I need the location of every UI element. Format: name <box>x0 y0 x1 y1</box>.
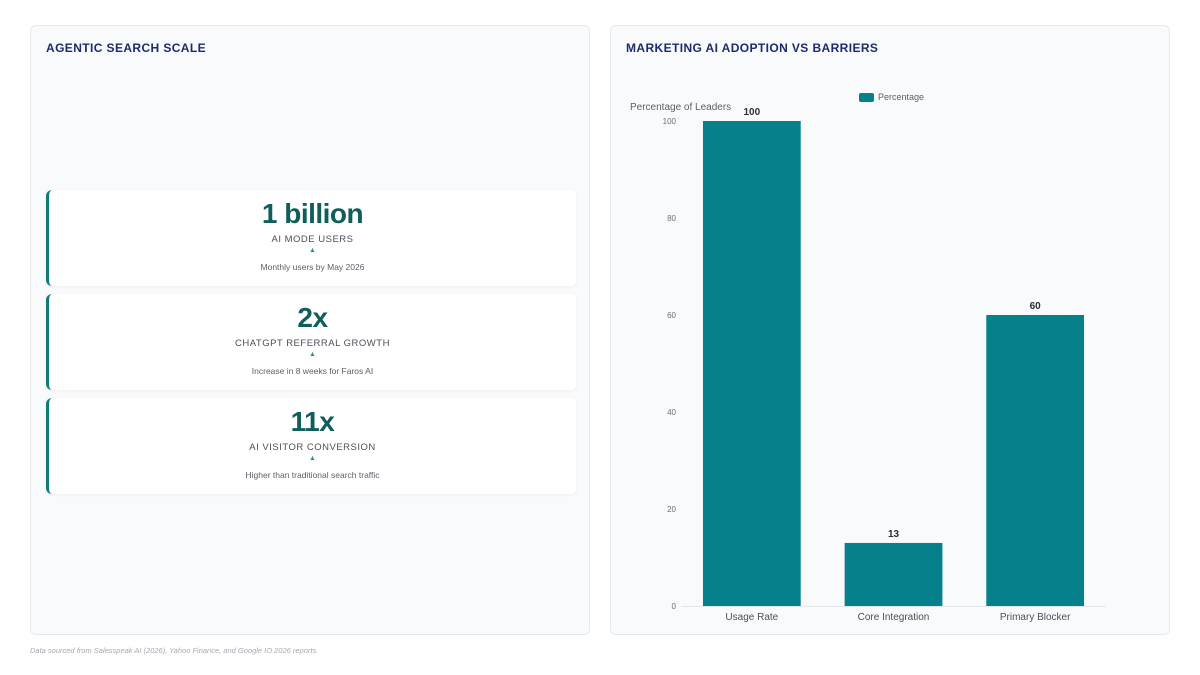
metric-card-chatgpt-referral: 2x CHATGPT REFERRAL GROWTH ▲ Increase in… <box>46 294 576 390</box>
metric-label: CHATGPT REFERRAL GROWTH <box>235 338 390 349</box>
metric-subtext: Increase in 8 weeks for Faros AI <box>251 366 374 376</box>
legend-swatch <box>859 93 874 102</box>
metric-subtext: Higher than traditional search traffic <box>245 470 380 480</box>
trend-up-icon: ▲ <box>309 247 316 254</box>
metric-cards: 1 billion AI MODE USERS ▲ Monthly users … <box>46 190 576 502</box>
metric-value: 1 billion <box>261 198 364 229</box>
x-tick-label: Usage Rate <box>725 612 778 623</box>
trend-up-icon: ▲ <box>309 351 316 358</box>
x-tick-label: Primary Blocker <box>1000 612 1071 623</box>
agentic-search-title: AGENTIC SEARCH SCALE <box>46 41 207 55</box>
bar-value-label: 60 <box>1030 301 1042 312</box>
metric-label: AI VISITOR CONVERSION <box>249 442 376 453</box>
y-axis-label: Percentage of Leaders <box>630 102 731 113</box>
metric-card-ai-mode-users: 1 billion AI MODE USERS ▲ Monthly users … <box>46 190 576 286</box>
y-tick-label: 40 <box>667 408 676 417</box>
agentic-search-panel: AGENTIC SEARCH SCALE 1 billion AI MODE U… <box>30 25 590 635</box>
y-tick-label: 100 <box>663 117 677 126</box>
x-tick-label: Core Integration <box>858 612 930 623</box>
source-footnote: Data sourced from Salesspeak AI (2026), … <box>30 646 319 655</box>
y-tick-label: 0 <box>672 602 677 611</box>
metric-label: AI MODE USERS <box>271 234 354 245</box>
chart-title: MARKETING AI ADOPTION VS BARRIERS <box>626 41 879 55</box>
y-tick-label: 20 <box>667 505 676 514</box>
bar-value-label: 100 <box>743 107 760 118</box>
metric-subtext: Monthly users by May 2026 <box>260 262 365 272</box>
bar-chart: Percentage of Leaders Percentage 0 20 40 60 80… <box>630 92 1106 623</box>
bar-value-label: 13 <box>888 529 900 540</box>
legend-label: Percentage <box>878 92 924 102</box>
ai-adoption-panel: MARKETING AI ADOPTION VS BARRIERS Percen… <box>610 25 1170 635</box>
bar <box>986 315 1085 606</box>
bar <box>844 542 943 606</box>
metric-card-ai-visitor-conversion: 11x AI VISITOR CONVERSION ▲ Higher than … <box>46 398 576 494</box>
y-tick-label: 60 <box>667 311 676 320</box>
bar <box>702 121 801 606</box>
trend-up-icon: ▲ <box>309 455 316 462</box>
metric-value: 2x <box>297 302 328 333</box>
metric-value: 11x <box>290 406 335 437</box>
y-tick-label: 80 <box>667 214 676 223</box>
